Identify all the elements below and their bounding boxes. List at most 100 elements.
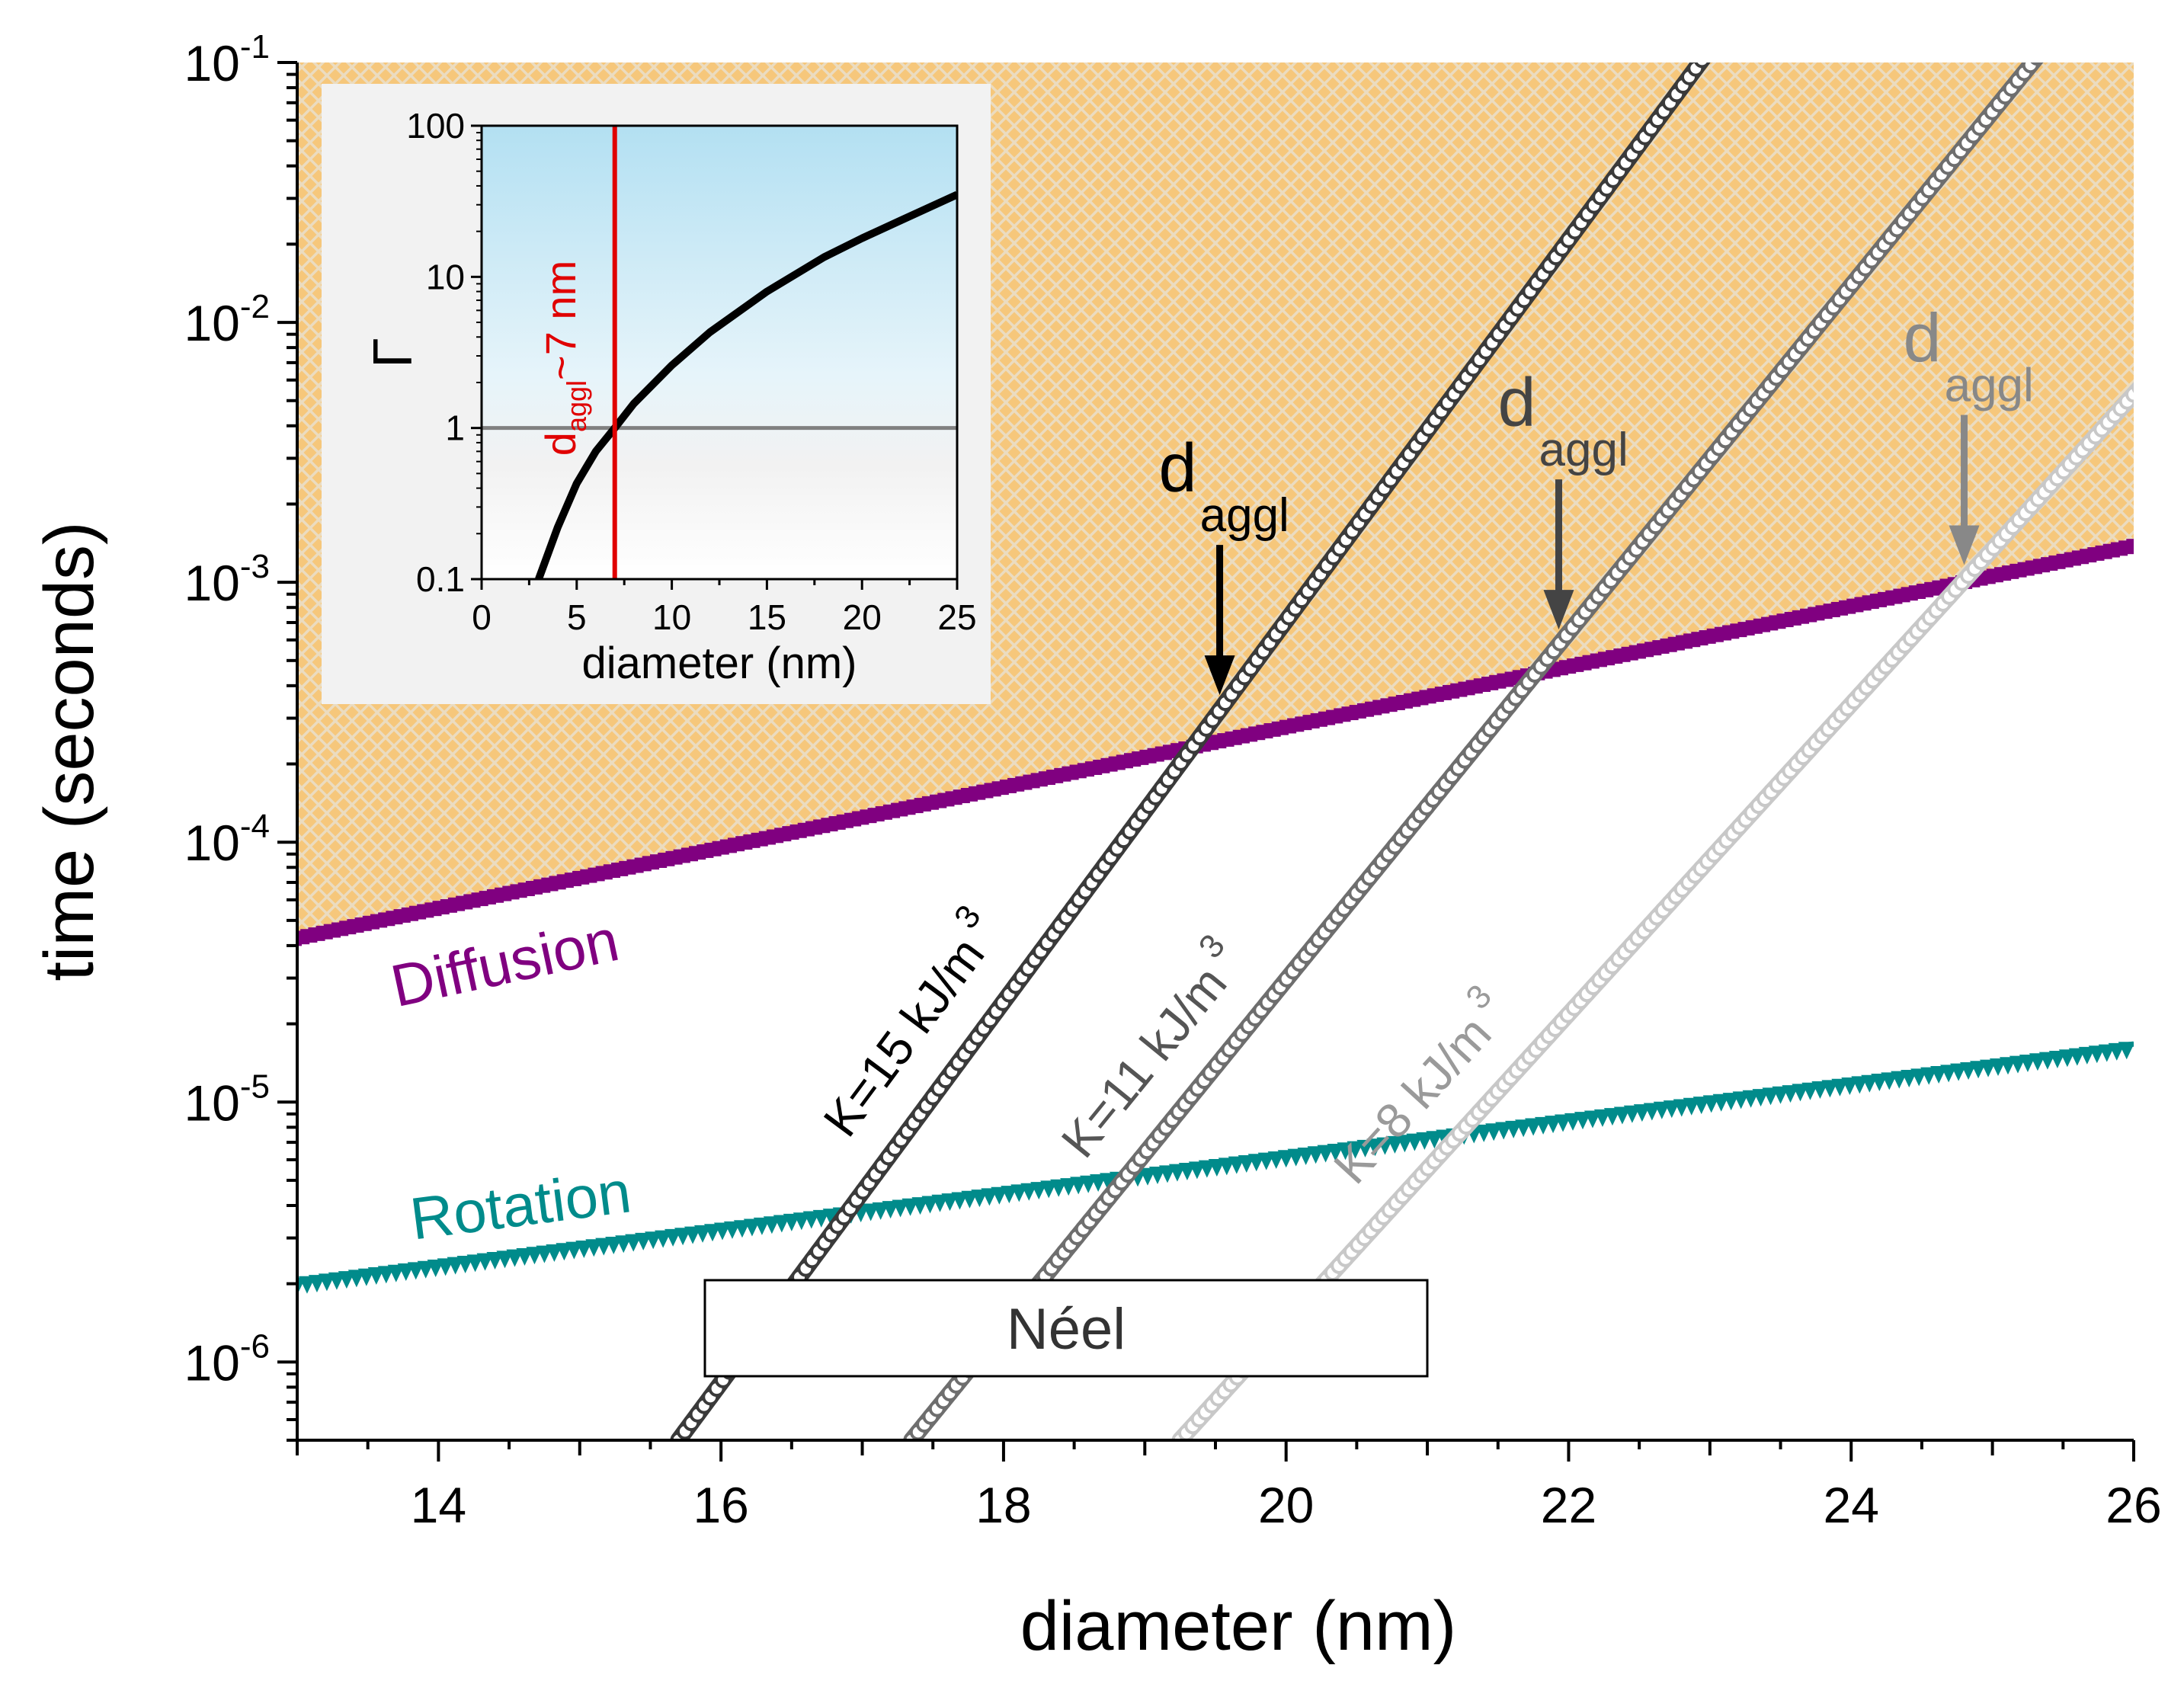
diffusion-point [1558, 660, 1568, 676]
diffusion-point [1147, 748, 1157, 764]
diffusion-point [976, 784, 986, 800]
diffusion-point [828, 816, 838, 832]
diffusion-point [1854, 597, 1864, 613]
diffusion-point [510, 884, 520, 900]
diffusion-point [673, 849, 683, 865]
diffusion-point [2041, 557, 2051, 573]
diffusion-point [603, 864, 613, 880]
diffusion-point [1737, 622, 1747, 638]
diffusion-point [495, 887, 504, 903]
k-curve-point-1 [2062, 11, 2076, 25]
diffusion-point [1916, 584, 1926, 600]
x-tick-label: 20 [1258, 1477, 1314, 1533]
diffusion-point [1901, 587, 1910, 603]
diffusion-point [1597, 652, 1607, 668]
neel-label-box: Néel [703, 1279, 1429, 1378]
diffusion-point [393, 909, 403, 925]
diffusion-point [860, 809, 869, 825]
diffusion-point [1132, 751, 1142, 767]
diffusion-point [486, 889, 496, 905]
x-axis-title: diameter (nm) [1020, 1587, 1457, 1665]
d-aggl-sub: aggl [1539, 424, 1628, 476]
diffusion-point [1878, 591, 1888, 607]
inset-x-tick-label: 10 [652, 597, 691, 637]
diffusion-point [1683, 633, 1693, 649]
diffusion-point [1318, 711, 1327, 727]
x-tick-label: 18 [975, 1477, 1031, 1533]
diffusion-point [2071, 550, 2081, 566]
k-curve-point-0 [1708, 36, 1721, 50]
diffusion-point [456, 895, 466, 911]
diffusion-point [2017, 562, 2027, 578]
diffusion-point [852, 811, 862, 827]
diffusion-point [937, 792, 947, 808]
y-tick-mantissa: 10 [184, 35, 239, 91]
k-curve-point-2 [2159, 353, 2173, 367]
diffusion-point [580, 869, 590, 885]
diffusion-point [719, 839, 729, 855]
diffusion-point [331, 922, 341, 938]
diffusion-point [1395, 694, 1405, 710]
diffusion-point [572, 870, 582, 886]
inset-y-tick-label: 1 [445, 408, 465, 448]
diffusion-point [844, 812, 853, 828]
diffusion-point [1256, 725, 1266, 741]
diffusion-point [1458, 681, 1468, 697]
diffusion-point [658, 852, 668, 868]
diffusion-point [1497, 673, 1507, 689]
diffusion-point [1356, 703, 1366, 719]
diffusion-point [953, 789, 962, 805]
k-curve-point-1 [2049, 27, 2063, 40]
diffusion-point [960, 788, 970, 804]
diffusion-point [1908, 585, 1918, 601]
y-tick-label: 10-6 [184, 1327, 270, 1391]
inset-gamma-curve [535, 191, 957, 579]
diffusion-point [766, 829, 776, 845]
x-tick-label: 26 [2106, 1477, 2161, 1533]
diffusion-point [2126, 539, 2134, 555]
k-curve-point-2 [2131, 382, 2134, 393]
diffusion-point [689, 846, 699, 862]
diffusion-point [1139, 749, 1149, 765]
diffusion-point [774, 828, 784, 844]
diffusion-point [378, 912, 388, 928]
diffusion-point [362, 915, 372, 931]
y-tick-exponent: -2 [240, 288, 270, 325]
diffusion-point [1481, 677, 1491, 693]
diffusion-point [2080, 549, 2090, 565]
diffusion-point [805, 821, 815, 837]
inset-x-tick-label: 0 [472, 597, 492, 637]
diffusion-point [1800, 608, 1810, 624]
diffusion-point [665, 850, 675, 866]
diffusion-point [2087, 547, 2097, 563]
d-aggl-label: daggl [1904, 300, 2034, 411]
k-curve-label-main: K=8 kJ/m [1323, 1006, 1501, 1194]
diffusion-point [417, 904, 427, 920]
diffusion-point [626, 859, 636, 875]
diffusion-point [634, 857, 644, 873]
y-tick-label: 10-5 [184, 1068, 270, 1131]
diffusion-point [1722, 625, 1732, 641]
k-curve-point-2 [2165, 346, 2179, 360]
y-tick-exponent: -4 [240, 808, 270, 845]
diffusion-point [1621, 646, 1631, 662]
inset-y-tick-label: 0.1 [416, 559, 465, 599]
diffusion-point [921, 796, 931, 812]
y-tick-exponent: -3 [240, 548, 270, 585]
diffusion-point [891, 802, 901, 818]
diffusion-point [502, 885, 512, 901]
neel-label: Néel [1007, 1297, 1126, 1362]
diffusion-point [432, 901, 442, 917]
diffusion-point [1085, 761, 1095, 777]
diffusion-point [969, 786, 978, 802]
d-aggl-main: d [1497, 365, 1536, 441]
diffusion-point [1706, 628, 1716, 644]
diffusion-point [1326, 709, 1336, 725]
diffusion-point [297, 930, 302, 946]
diffusion-point [1986, 568, 1996, 584]
diffusion-point [1574, 656, 1584, 672]
diffusion-point [471, 892, 481, 908]
d-aggl-arrow-head [1949, 525, 1980, 565]
diffusion-point [836, 814, 846, 830]
inset-x-axis-title: diameter (nm) [582, 639, 857, 688]
